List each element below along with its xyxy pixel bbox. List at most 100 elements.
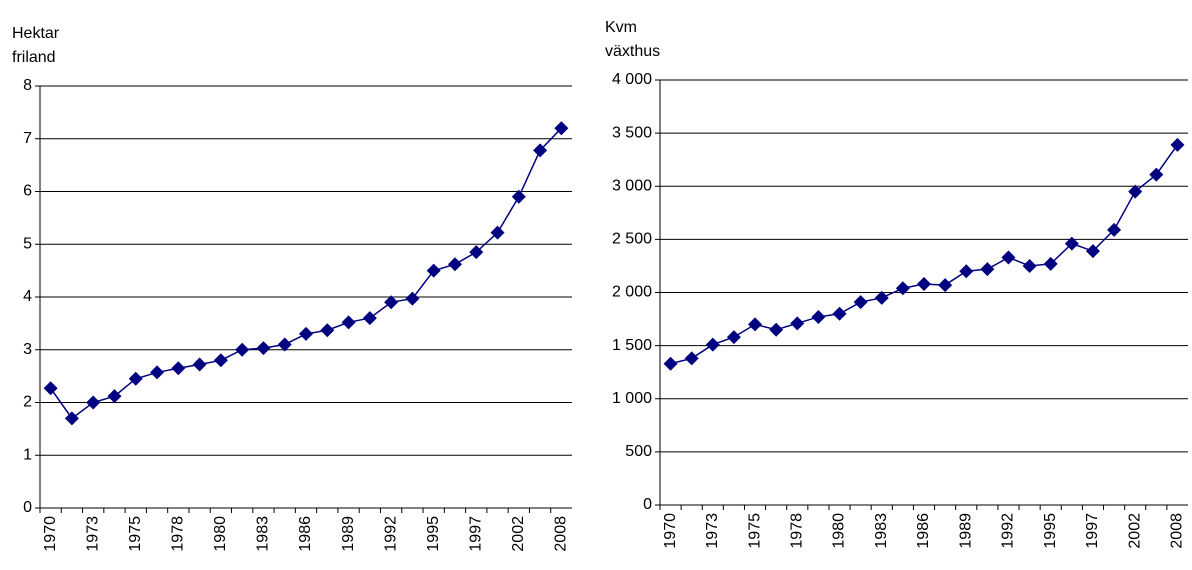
x-tick-label: 2002 bbox=[1126, 513, 1143, 549]
data-point bbox=[362, 311, 377, 326]
data-point bbox=[320, 323, 335, 338]
data-point bbox=[1022, 258, 1037, 273]
y-tick-label: 4 000 bbox=[612, 71, 652, 88]
data-point bbox=[1170, 137, 1185, 152]
data-point bbox=[192, 357, 207, 372]
x-tick-label: 1997 bbox=[467, 516, 484, 552]
data-point bbox=[1043, 256, 1058, 271]
x-tick-label: 1975 bbox=[746, 513, 763, 549]
data-point bbox=[980, 262, 995, 277]
data-point bbox=[469, 245, 484, 260]
data-point bbox=[832, 306, 847, 321]
data-point bbox=[511, 189, 526, 204]
x-tick-label: 1980 bbox=[212, 516, 229, 552]
x-tick-label: 1973 bbox=[704, 513, 721, 549]
x-tick-label: 1986 bbox=[915, 513, 932, 549]
x-tick-label: 1992 bbox=[382, 516, 399, 552]
data-point bbox=[874, 290, 889, 305]
x-tick-label: 1983 bbox=[873, 513, 890, 549]
x-tick-label: 1989 bbox=[957, 513, 974, 549]
data-point bbox=[853, 295, 868, 310]
data-point bbox=[341, 315, 356, 330]
y-tick-label: 500 bbox=[625, 443, 652, 460]
data-point bbox=[769, 322, 784, 337]
x-tick-label: 1989 bbox=[340, 516, 357, 552]
data-point bbox=[938, 278, 953, 293]
y-tick-label: 7 bbox=[23, 130, 32, 147]
data-point bbox=[490, 225, 505, 240]
x-tick-label: 1995 bbox=[1042, 513, 1059, 549]
y-tick-label: 2 000 bbox=[612, 284, 652, 301]
x-tick-label: 1978 bbox=[788, 513, 805, 549]
x-tick-label: 1975 bbox=[127, 516, 144, 552]
x-tick-label: 1983 bbox=[255, 516, 272, 552]
y-axis-label: Hektar bbox=[12, 25, 60, 42]
y-tick-label: 0 bbox=[643, 496, 652, 513]
data-point bbox=[213, 353, 228, 368]
data-point bbox=[86, 395, 101, 410]
data-point bbox=[533, 143, 548, 158]
data-point bbox=[1107, 222, 1122, 237]
y-axis-label: Kvm bbox=[605, 19, 637, 36]
y-tick-label: 2 500 bbox=[612, 231, 652, 248]
data-point bbox=[235, 342, 250, 357]
y-tick-label: 1 500 bbox=[612, 337, 652, 354]
y-tick-label: 4 bbox=[23, 288, 32, 305]
y-tick-label: 3 500 bbox=[612, 124, 652, 141]
data-point bbox=[705, 337, 720, 352]
x-tick-label: 2008 bbox=[1169, 513, 1186, 549]
y-axis-label: växthus bbox=[605, 43, 660, 60]
data-point bbox=[447, 257, 462, 272]
data-point bbox=[917, 277, 931, 291]
x-tick-label: 1973 bbox=[84, 516, 101, 552]
data-point bbox=[43, 381, 58, 396]
data-line bbox=[50, 127, 562, 420]
x-tick-label: 2002 bbox=[510, 516, 527, 552]
data-line bbox=[670, 144, 1179, 365]
data-point bbox=[64, 411, 79, 426]
data-point bbox=[171, 361, 186, 376]
data-point bbox=[1001, 250, 1016, 265]
x-tick-label: 1978 bbox=[170, 516, 187, 552]
data-point bbox=[107, 389, 122, 404]
data-point bbox=[405, 291, 420, 306]
y-tick-label: 6 bbox=[23, 183, 32, 200]
y-tick-label: 0 bbox=[23, 499, 32, 516]
data-point bbox=[1085, 244, 1100, 259]
data-point bbox=[1064, 236, 1079, 251]
y-tick-label: 8 bbox=[23, 77, 32, 94]
y-tick-label: 5 bbox=[23, 235, 32, 252]
data-point bbox=[1128, 184, 1143, 199]
data-point bbox=[384, 295, 399, 310]
data-point bbox=[959, 264, 974, 279]
data-point bbox=[748, 317, 763, 332]
data-point bbox=[684, 351, 699, 366]
data-point bbox=[256, 341, 271, 356]
data-point bbox=[150, 365, 165, 380]
data-point bbox=[554, 121, 569, 136]
data-point bbox=[895, 281, 910, 296]
x-tick-label: 1986 bbox=[297, 516, 314, 552]
data-point bbox=[790, 316, 805, 331]
data-point bbox=[277, 337, 292, 352]
x-tick-label: 1970 bbox=[662, 513, 679, 549]
data-point bbox=[1149, 167, 1164, 182]
y-tick-label: 1 bbox=[23, 446, 32, 463]
y-tick-label: 3 000 bbox=[612, 177, 652, 194]
x-tick-label: 2008 bbox=[553, 516, 570, 552]
y-tick-label: 1 000 bbox=[612, 390, 652, 407]
x-tick-label: 1992 bbox=[1000, 513, 1017, 549]
x-tick-label: 1980 bbox=[831, 513, 848, 549]
data-point bbox=[426, 263, 441, 278]
data-point bbox=[811, 309, 826, 324]
data-point bbox=[663, 356, 678, 371]
x-tick-label: 1997 bbox=[1084, 513, 1101, 549]
x-tick-label: 1970 bbox=[42, 516, 59, 552]
data-point bbox=[726, 330, 741, 345]
x-tick-label: 1995 bbox=[425, 516, 442, 552]
y-tick-label: 2 bbox=[23, 394, 32, 411]
data-point bbox=[128, 371, 143, 386]
data-point bbox=[299, 326, 313, 341]
y-axis-label: friland bbox=[12, 49, 56, 66]
